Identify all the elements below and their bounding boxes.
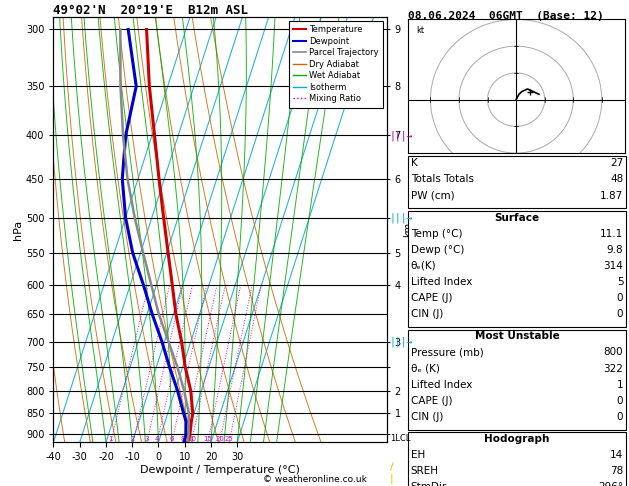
Text: 1LCL: 1LCL (390, 434, 410, 443)
Text: |||→: |||→ (390, 130, 413, 141)
Text: 20: 20 (215, 436, 224, 442)
Y-axis label: hPa: hPa (13, 220, 23, 240)
Text: EH: EH (411, 450, 425, 460)
Text: Lifted Index: Lifted Index (411, 277, 472, 287)
Text: /
|: / | (390, 462, 394, 484)
Text: 8: 8 (181, 436, 185, 442)
Text: PW (cm): PW (cm) (411, 191, 454, 201)
Text: 0: 0 (617, 412, 623, 422)
Text: Totals Totals: Totals Totals (411, 174, 474, 185)
Text: 78: 78 (610, 466, 623, 476)
Text: Lifted Index: Lifted Index (411, 380, 472, 390)
Text: 2: 2 (131, 436, 135, 442)
Text: 1: 1 (616, 380, 623, 390)
Text: |||→: |||→ (390, 212, 413, 223)
Text: 800: 800 (604, 347, 623, 358)
Text: StmDir: StmDir (411, 482, 447, 486)
Y-axis label: km
ASL: km ASL (403, 221, 425, 239)
Text: 49°02'N  20°19'E  B12m ASL: 49°02'N 20°19'E B12m ASL (53, 4, 248, 17)
Text: 0: 0 (617, 293, 623, 303)
Text: 9.8: 9.8 (607, 245, 623, 255)
Text: 11.1: 11.1 (600, 229, 623, 239)
Text: Dewp (°C): Dewp (°C) (411, 245, 464, 255)
Text: Hodograph: Hodograph (484, 434, 550, 444)
Text: CIN (J): CIN (J) (411, 412, 443, 422)
Text: 0: 0 (617, 309, 623, 319)
Text: 48: 48 (610, 174, 623, 185)
Text: SREH: SREH (411, 466, 439, 476)
Text: 0: 0 (617, 396, 623, 406)
Text: CAPE (J): CAPE (J) (411, 293, 452, 303)
Text: Pressure (mb): Pressure (mb) (411, 347, 484, 358)
Text: 296°: 296° (598, 482, 623, 486)
Text: θₑ(K): θₑ(K) (411, 261, 437, 271)
Text: 5: 5 (616, 277, 623, 287)
Text: θₑ (K): θₑ (K) (411, 364, 440, 374)
X-axis label: Dewpoint / Temperature (°C): Dewpoint / Temperature (°C) (140, 465, 300, 475)
Text: 25: 25 (225, 436, 233, 442)
Text: Surface: Surface (494, 213, 540, 223)
Text: 322: 322 (603, 364, 623, 374)
Text: 3: 3 (145, 436, 149, 442)
Text: Temp (°C): Temp (°C) (411, 229, 462, 239)
Text: |||→: |||→ (390, 336, 413, 347)
Text: 1: 1 (109, 436, 113, 442)
Text: Most Unstable: Most Unstable (475, 331, 559, 342)
Text: 1.87: 1.87 (600, 191, 623, 201)
Text: 15: 15 (203, 436, 212, 442)
Text: 08.06.2024  06GMT  (Base: 12): 08.06.2024 06GMT (Base: 12) (408, 11, 603, 21)
Text: CIN (J): CIN (J) (411, 309, 443, 319)
Text: © weatheronline.co.uk: © weatheronline.co.uk (262, 475, 367, 484)
Legend: Temperature, Dewpoint, Parcel Trajectory, Dry Adiabat, Wet Adiabat, Isotherm, Mi: Temperature, Dewpoint, Parcel Trajectory… (289, 21, 382, 107)
Text: kt: kt (416, 26, 425, 35)
Text: 6: 6 (170, 436, 174, 442)
Text: 4: 4 (155, 436, 159, 442)
Text: CAPE (J): CAPE (J) (411, 396, 452, 406)
Text: 10: 10 (187, 436, 196, 442)
Text: 314: 314 (603, 261, 623, 271)
Text: K: K (411, 158, 418, 169)
Text: 14: 14 (610, 450, 623, 460)
Text: 27: 27 (610, 158, 623, 169)
